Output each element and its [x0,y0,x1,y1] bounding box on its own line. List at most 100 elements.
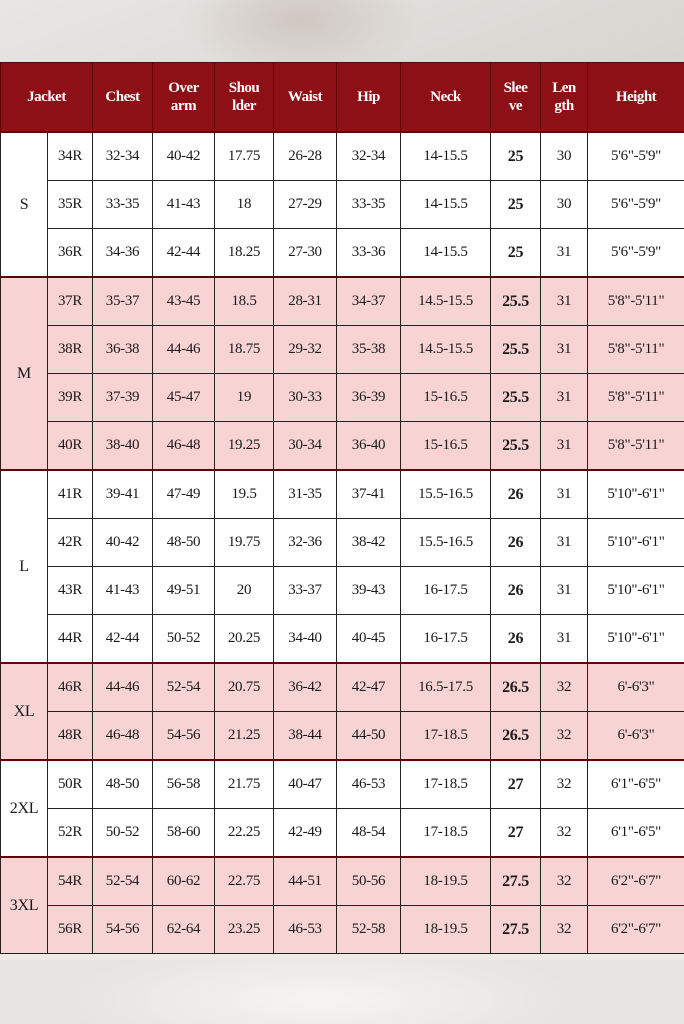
table-cell: 19 [214,373,274,422]
table-cell: 32 [540,711,588,761]
column-header: Chest [92,62,153,133]
table-cell: 5'8"-5'11" [587,421,684,471]
table-cell: 54-56 [92,905,153,954]
table-cell: 31 [540,228,588,278]
size-group-label: M [0,276,48,471]
table-cell: 25 [490,228,541,278]
table-cell: 35-37 [92,276,153,326]
table-cell: 33-37 [273,566,337,615]
table-cell: 43-45 [152,276,215,326]
table-cell: 5'6"-5'9" [587,180,684,229]
table-cell: 14.5-15.5 [400,325,491,374]
table-cell: 30 [540,180,588,229]
table-cell: 21.75 [214,759,274,809]
table-cell: 14.5-15.5 [400,276,491,326]
table-cell: 5'8"-5'11" [587,276,684,326]
table-cell: 23.25 [214,905,274,954]
table-cell: 17-18.5 [400,759,491,809]
table-cell: 38-40 [92,421,153,471]
table-cell: 25.5 [490,325,541,374]
table-cell: 29-32 [273,325,337,374]
table-cell: 5'10"-6'1" [587,566,684,615]
column-header-text: Waist [287,89,323,105]
column-header-text: Shou [228,80,260,96]
table-cell: 32 [540,905,588,954]
table-cell: 14-15.5 [400,131,491,181]
table-cell: 33-35 [336,180,401,229]
table-cell: 22.75 [214,856,274,906]
table-cell: 32 [540,662,588,712]
table-cell: 33-35 [92,180,153,229]
table-row: 40R 38-40 46-48 19.25 30-34 36-40 15-16.5 25.5 3… [1,421,684,471]
table-cell: 32 [540,759,588,809]
table-cell: 34-37 [336,276,401,326]
background-photo-top [0,0,684,62]
table-cell: 31 [540,421,588,471]
table-cell: 18.25 [214,228,274,278]
table-cell: 37-39 [92,373,153,422]
table-row: 56R 54-56 62-64 23.25 46-53 52-58 18-19.5 27.5 3… [1,905,684,954]
table-cell: 36-38 [92,325,153,374]
table-cell: 46-48 [152,421,215,471]
table-cell: 44-46 [92,662,153,712]
table-cell: 42-44 [152,228,215,278]
table-cell: 36R [47,228,93,278]
column-header-text: arm [170,98,197,114]
size-group-label: L [0,469,48,664]
table-cell: 17-18.5 [400,711,491,761]
table-cell: 15.5-16.5 [400,518,491,567]
column-header: Neck [400,62,491,133]
column-header-text: Chest [105,89,140,105]
table-cell: 50R [47,759,93,809]
table-cell: 41-43 [152,180,215,229]
column-header-text: Slee [503,80,528,96]
table-cell: 36-39 [336,373,401,422]
table-cell: 42R [47,518,93,567]
table-cell: 18-19.5 [400,856,491,906]
table-cell: 48-54 [336,808,401,858]
table-cell: 47-49 [152,469,215,519]
table-row: 43R 41-43 49-51 20 33-37 39-43 16-17.5 26 31 5'10… [1,566,684,615]
table-cell: 18-19.5 [400,905,491,954]
table-cell: 20.75 [214,662,274,712]
table-cell: 6'2"-6'7" [587,856,684,906]
table-cell: 33-36 [336,228,401,278]
table-row: L 41R 39-41 47-49 19.5 31-35 37-41 15.5-16.5 26 3… [0,469,684,664]
table-cell: 27.5 [490,856,541,906]
table-cell: 45-47 [152,373,215,422]
table-cell: 46R [47,662,93,712]
table-cell: 31 [540,469,588,519]
column-header-text: lder [232,98,256,114]
table-cell: 20.25 [214,614,274,664]
table-cell: 27 [490,808,541,858]
table-cell: 37R [47,276,93,326]
table-cell: 27-30 [273,228,337,278]
table-cell: 5'6"-5'9" [587,228,684,278]
table-cell: 41-43 [92,566,153,615]
background-photo-bottom [0,960,684,1024]
table-cell: 26 [490,469,541,519]
table-cell: 39R [47,373,93,422]
column-header-text: Height [615,89,657,105]
table-cell: 52R [47,808,93,858]
table-cell: 56R [47,905,93,954]
table-cell: 25.5 [490,421,541,471]
table-cell: 26.5 [490,662,541,712]
table-cell: 30-34 [273,421,337,471]
table-cell: 44-51 [273,856,337,906]
table-cell: 60-62 [152,856,215,906]
table-row: XL 46R 44-46 52-54 20.75 36-42 42-47 16.5-17.5 2… [0,662,684,761]
table-cell: 52-58 [336,905,401,954]
table-cell: 30-33 [273,373,337,422]
column-header-text: Hip [357,89,380,105]
table-cell: 50-52 [92,808,153,858]
table-cell: 28-31 [273,276,337,326]
table-row: 3XL 54R 52-54 60-62 22.75 44-51 50-56 18-19.5 27… [0,856,684,954]
column-header: Over arm [152,62,215,133]
table-cell: 31 [540,518,588,567]
column-header-text: Jacket [27,89,66,105]
table-cell: 34R [47,131,93,181]
table-row: M 37R 35-37 43-45 18.5 28-31 34-37 14.5-15.5 25.… [0,276,684,471]
table-cell: 25 [490,180,541,229]
table-cell: 38-44 [273,711,337,761]
